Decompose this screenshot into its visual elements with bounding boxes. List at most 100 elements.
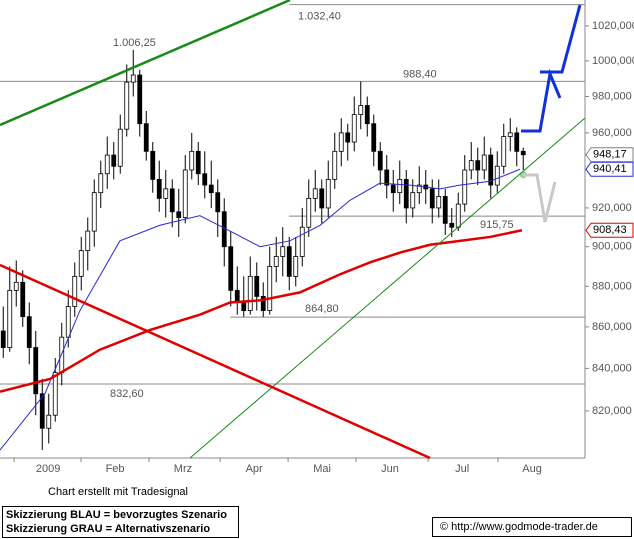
level-label: 915,75 <box>480 219 514 231</box>
candle-body <box>442 196 448 224</box>
y-tick-label: 1020,000 <box>592 20 634 32</box>
candle-body <box>501 136 507 167</box>
y-tick-label: 960,000 <box>592 127 632 139</box>
y-tick-label: 980,000 <box>592 90 632 102</box>
scenario-blue <box>521 68 562 133</box>
source: © http://www.godmode-trader.de <box>440 521 598 533</box>
price-tag <box>585 161 634 177</box>
candle-body <box>215 192 221 213</box>
candle-body <box>403 179 409 209</box>
price-tag-label: 908,43 <box>593 224 627 236</box>
candle-body <box>280 246 286 257</box>
level-label: 832,60 <box>110 388 144 400</box>
note: Skizzierung BLAU = bevorzugtes Szenario <box>6 509 227 521</box>
candle-body <box>98 173 104 194</box>
candle-body <box>416 184 422 194</box>
moving-average <box>0 168 521 451</box>
candle-body <box>247 275 253 311</box>
candle-body <box>286 246 292 277</box>
candle-body <box>52 372 58 416</box>
candle-body <box>364 105 370 125</box>
candle-body <box>156 179 162 199</box>
level-label: 988,40 <box>403 68 437 80</box>
candle-body <box>72 275 78 307</box>
y-tick-label: 920,000 <box>592 202 632 214</box>
candle-body <box>371 123 377 152</box>
candle-body <box>273 256 279 267</box>
candle-body <box>358 105 364 115</box>
candle-body <box>267 266 273 311</box>
candle-body <box>117 128 123 167</box>
candle-body <box>468 160 474 171</box>
candle-body <box>33 347 39 395</box>
candle-body <box>176 211 182 218</box>
price-tag-label: 948,17 <box>593 149 627 161</box>
candle-body <box>384 169 390 186</box>
candle-body <box>85 230 91 252</box>
x-tick-label: Jul <box>455 463 469 475</box>
candle-body <box>410 192 416 209</box>
candle-body <box>390 184 396 194</box>
candle-body <box>462 169 468 205</box>
candle-body <box>455 203 461 228</box>
candle-body <box>338 132 344 152</box>
candle-body <box>202 173 208 186</box>
candle-body <box>182 169 188 218</box>
candle-body <box>26 316 32 348</box>
candle-body <box>169 188 175 213</box>
candle-body <box>351 114 357 143</box>
price-tag-label: 940,41 <box>593 163 627 175</box>
x-tick-label: 2009 <box>36 463 60 475</box>
candle-body <box>520 150 526 156</box>
candle-body <box>332 150 338 180</box>
candle-body <box>137 74 143 125</box>
candle-body <box>488 154 494 186</box>
note: Skizzierung GRAU = Alternativszenario <box>6 523 210 535</box>
candle-body <box>0 330 6 348</box>
trend-line <box>0 0 291 127</box>
candle-body <box>481 154 487 171</box>
x-tick-label: Aug <box>522 463 542 475</box>
peak-label: 1.006,25 <box>113 37 156 49</box>
x-tick-label: Mai <box>313 463 331 475</box>
y-tick-label: 880,000 <box>592 280 632 292</box>
candle-body <box>377 150 383 171</box>
candle-body <box>429 188 435 209</box>
candle-body <box>78 250 84 277</box>
y-tick-label: 820,000 <box>592 405 632 417</box>
candle-body <box>208 184 214 194</box>
moving-average <box>0 229 523 393</box>
candle-body <box>241 302 247 311</box>
candle-body <box>39 393 45 429</box>
candle-body <box>143 123 149 152</box>
candle-body <box>325 179 331 209</box>
scenario-blue <box>540 4 582 74</box>
candle-body <box>306 197 312 228</box>
y-tick-label: 1000,000 <box>592 55 634 67</box>
candle-body <box>228 246 234 291</box>
candle-body <box>150 150 156 180</box>
candle-body <box>293 256 299 277</box>
candle-body <box>260 295 266 311</box>
candle-body <box>436 196 442 209</box>
candle-body <box>130 74 136 83</box>
trend-line <box>0 263 431 460</box>
y-tick-label: 840,000 <box>592 362 632 374</box>
candle-body <box>299 226 305 257</box>
notes-box <box>2 506 239 538</box>
candle-body <box>254 275 260 297</box>
y-tick-label: 860,000 <box>592 321 632 333</box>
candle-body <box>91 192 97 232</box>
candle-body <box>111 154 117 167</box>
candle-body <box>312 188 318 199</box>
level-label: 864,80 <box>305 303 339 315</box>
scenario-grey <box>522 173 557 223</box>
credit: Chart erstellt mit Tradesignal <box>48 486 188 498</box>
candle-body <box>7 289 13 348</box>
candle-body <box>345 132 351 143</box>
candle-body <box>124 81 130 130</box>
price-tag <box>585 222 634 238</box>
x-tick-label: Apr <box>246 463 263 475</box>
price-tag <box>585 147 634 163</box>
